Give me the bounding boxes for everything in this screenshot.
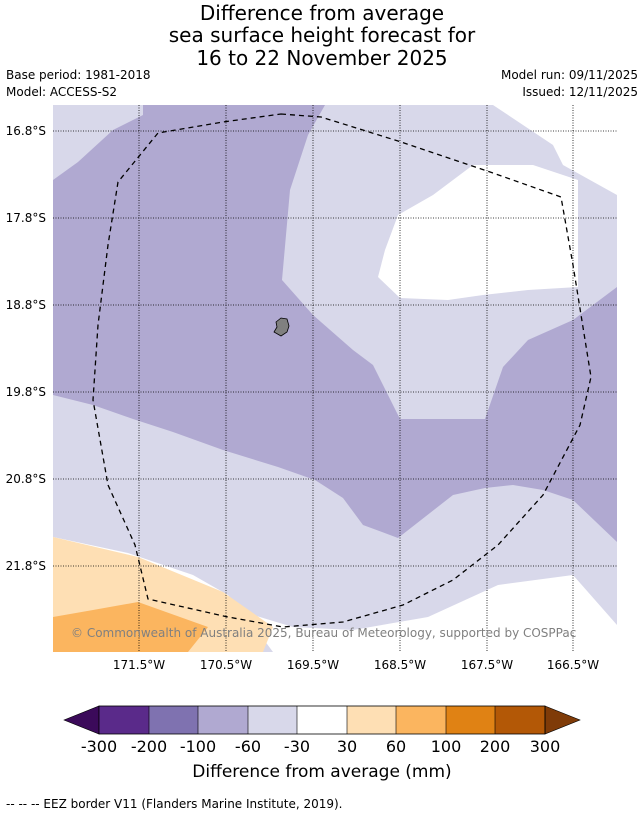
lat-label-21.8: 21.8°S [5, 559, 46, 573]
colorbar [63, 705, 581, 735]
colorbar-seg-6 [347, 706, 396, 734]
colorbar-extend-low [63, 705, 100, 735]
map-panel [53, 105, 617, 652]
model-run: Model run: 09/11/2025 [500, 68, 638, 82]
colorbar-seg-5 [297, 706, 347, 734]
colorbar-outline [98, 705, 546, 735]
colorbar-tick: 300 [529, 737, 561, 756]
eez-legend-note: -- -- -- EEZ border V11 (Flanders Marine… [6, 797, 343, 811]
lon-label-167.5: 167.5°W [460, 658, 514, 672]
colorbar-label: Difference from average (mm) [192, 762, 452, 782]
island-niue [273, 317, 290, 337]
colorbar-seg-8 [446, 706, 495, 734]
issued-date: Issued: 12/11/2025 [522, 85, 638, 99]
lat-label-16.8: 16.8°S [5, 124, 46, 138]
lon-label-169.5: 169.5°W [286, 658, 340, 672]
colorbar-tick: 200 [479, 737, 511, 756]
eez-border [92, 113, 592, 628]
colorbar-tick: 100 [430, 737, 462, 756]
white-patch-center-right [378, 165, 578, 300]
colorbar-tick: -30 [283, 737, 311, 756]
chart-title-line2: sea surface height forecast for [168, 23, 476, 47]
white-patch-bottom [53, 537, 617, 652]
lon-label-171.5: 171.5°W [112, 658, 166, 672]
band-orange [53, 602, 208, 652]
graticule [53, 105, 617, 652]
base-period: Base period: 1981-2018 [6, 68, 151, 82]
lat-label-18.8: 18.8°S [5, 298, 46, 312]
colorbar-tick: -300 [80, 737, 118, 756]
colorbar-seg-1 [99, 706, 149, 734]
copyright-notice: © Commonwealth of Australia 2025, Bureau… [71, 626, 577, 640]
lat-label-17.8: 17.8°S [5, 211, 46, 225]
colorbar-seg-7 [396, 706, 446, 734]
colorbar-seg-4 [248, 706, 297, 734]
colorbar-seg-2 [149, 706, 198, 734]
band-medium-lavender [53, 105, 617, 542]
lat-label-19.8: 19.8°S [5, 385, 46, 399]
sea-level-map [53, 105, 617, 652]
lon-label-166.5: 166.5°W [546, 658, 600, 672]
colorbar-seg-9 [495, 706, 545, 734]
colorbar-tick: 60 [385, 737, 407, 756]
chart-title-line3: 16 to 22 November 2025 [196, 46, 448, 70]
colorbar-tick: -100 [179, 737, 217, 756]
colorbar-extend-high [544, 705, 581, 735]
model-name: Model: ACCESS-S2 [6, 85, 118, 99]
colorbar-tick: -200 [130, 737, 168, 756]
colorbar-tick: 30 [336, 737, 358, 756]
lon-label-170.5: 170.5°W [199, 658, 253, 672]
colorbar-dividers [148, 706, 496, 734]
lat-label-20.8: 20.8°S [5, 472, 46, 486]
chart-title-line1: Difference from average [199, 1, 445, 25]
colorbar-seg-3 [198, 706, 248, 734]
colorbar-tick: -60 [234, 737, 262, 756]
white-patch-top-right [493, 105, 617, 195]
lon-label-168.5: 168.5°W [373, 658, 427, 672]
